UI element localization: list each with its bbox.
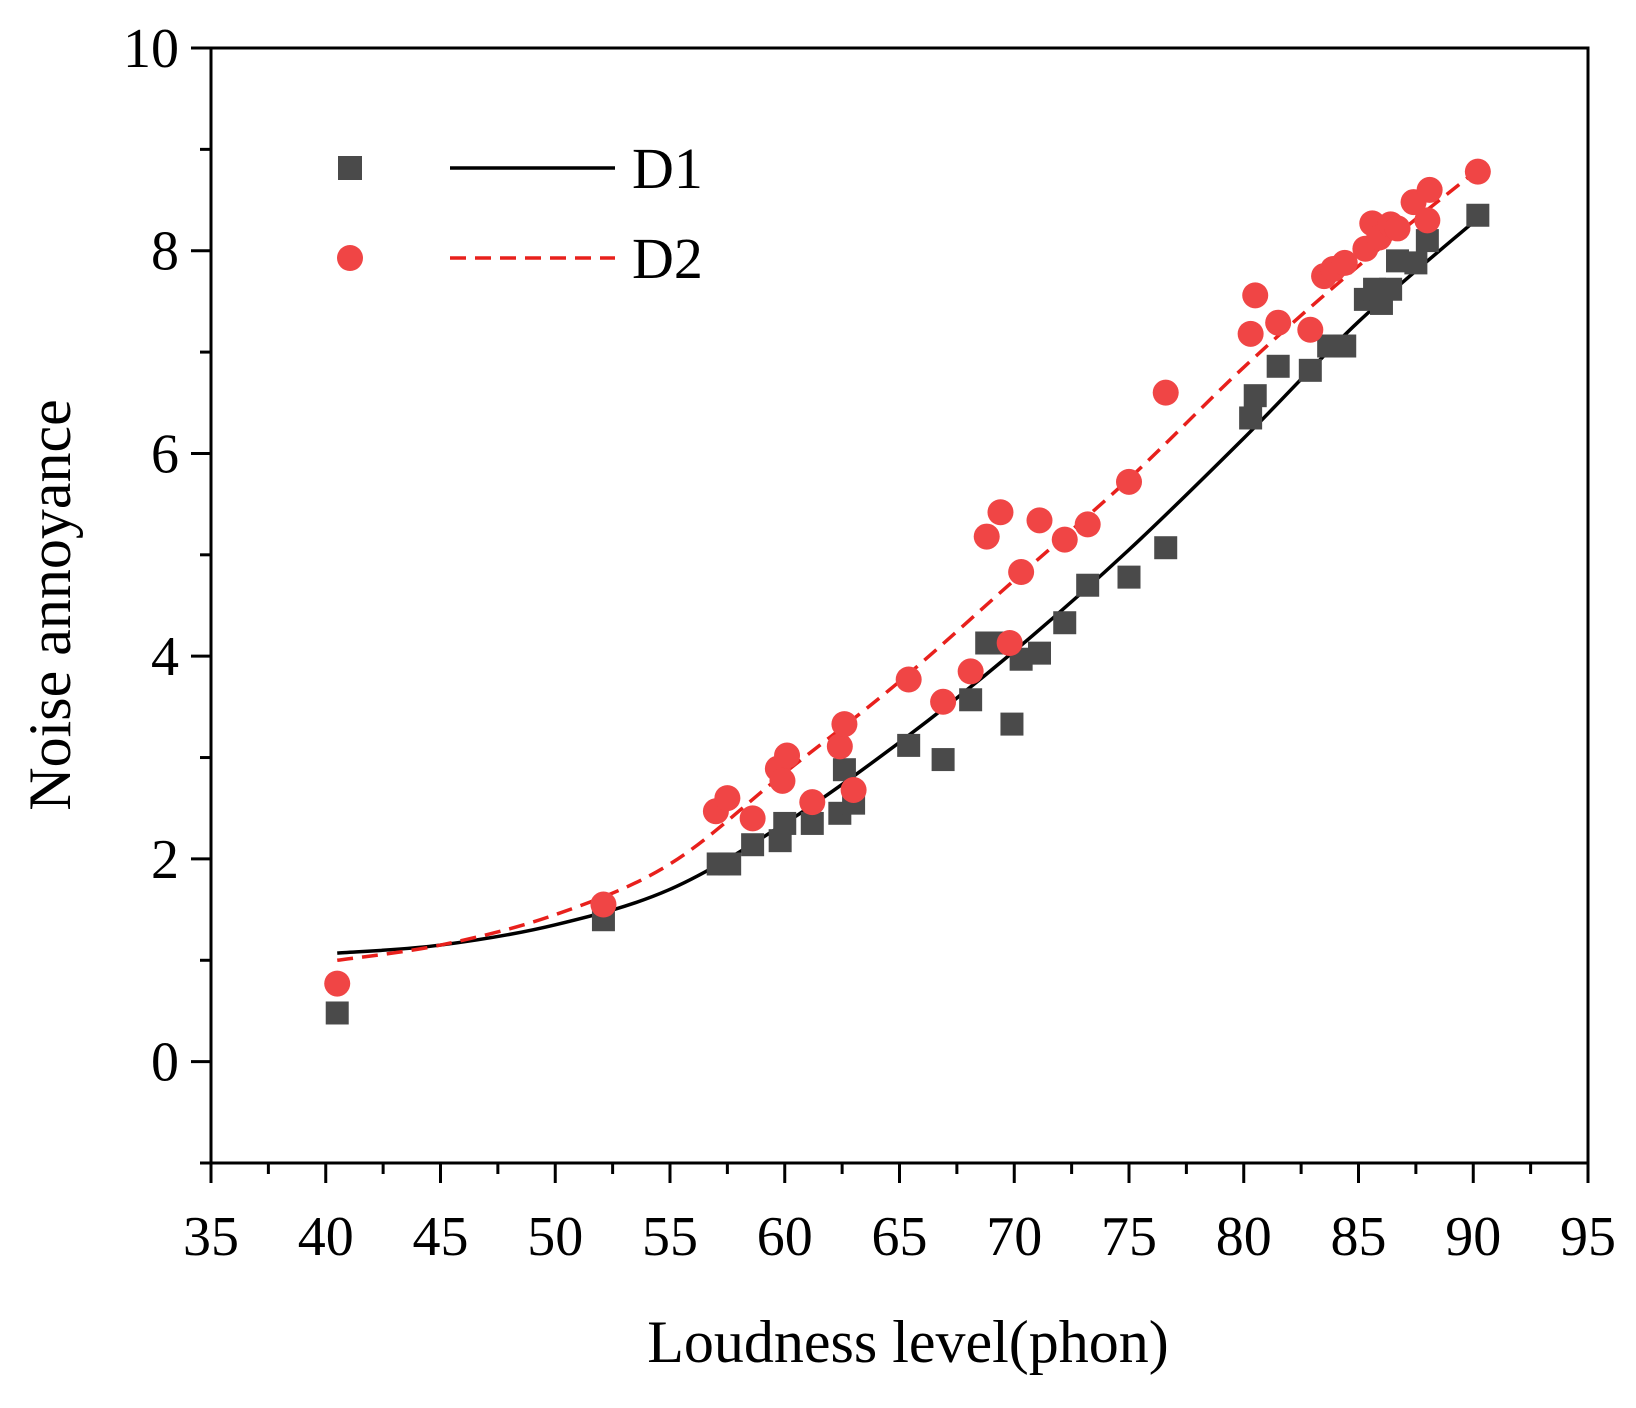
x-tick-label: 65 <box>872 1206 928 1268</box>
x-axis-title: Loudness level(phon) <box>647 1309 1169 1375</box>
data-point-d2 <box>957 658 984 685</box>
data-point-d2 <box>799 789 826 816</box>
data-point-d2 <box>590 891 617 918</box>
y-tick-label: 6 <box>151 423 179 485</box>
data-point-d1 <box>1379 277 1403 301</box>
data-point-d2 <box>1416 176 1443 203</box>
data-point-d1 <box>1117 565 1141 589</box>
data-point-d1 <box>1000 712 1024 736</box>
x-tick-label: 80 <box>1216 1206 1272 1268</box>
data-point-d1 <box>1298 358 1322 382</box>
plot-area <box>324 158 1491 1025</box>
data-point-d2 <box>895 666 922 693</box>
x-tick-label: 85 <box>1331 1206 1387 1268</box>
fit-line-d1 <box>337 216 1479 955</box>
data-point-d2 <box>840 776 867 803</box>
legend-label-d1: D1 <box>632 136 703 201</box>
data-point-d2 <box>1026 507 1053 534</box>
x-tick-label: 90 <box>1445 1206 1501 1268</box>
y-tick-label: 8 <box>151 221 179 283</box>
legend-marker-d2 <box>337 245 363 271</box>
y-tick-label: 0 <box>151 1032 179 1094</box>
y-tick-label: 2 <box>151 829 179 891</box>
data-point-d2 <box>1384 215 1411 242</box>
x-tick-label: 45 <box>413 1206 469 1268</box>
data-point-d1 <box>1333 334 1357 358</box>
data-point-d2 <box>1297 316 1324 343</box>
data-point-d1 <box>1076 573 1100 597</box>
data-point-d2 <box>1414 207 1441 234</box>
data-point-d1 <box>1415 229 1439 253</box>
data-point-d2 <box>1152 379 1179 406</box>
x-tick-label: 70 <box>986 1206 1042 1268</box>
data-point-d1 <box>959 688 983 712</box>
legend-marker-d1 <box>338 156 362 180</box>
data-point-d2 <box>1464 158 1491 185</box>
legend-label-d2: D2 <box>632 226 703 291</box>
data-point-d2 <box>1242 282 1269 309</box>
x-tick-label: 50 <box>527 1206 583 1268</box>
data-point-d1 <box>741 833 765 857</box>
data-point-d2 <box>324 970 351 997</box>
x-tick-label: 35 <box>183 1206 239 1268</box>
data-point-d1 <box>1154 536 1178 560</box>
data-point-d2 <box>1237 320 1264 347</box>
y-tick-label: 4 <box>151 626 179 688</box>
x-tick-label: 55 <box>642 1206 698 1268</box>
data-point-d1 <box>718 852 742 876</box>
data-point-d2 <box>1331 249 1358 276</box>
data-point-d2 <box>987 499 1014 526</box>
data-point-d1 <box>800 811 824 835</box>
data-point-d2 <box>774 742 801 769</box>
x-tick-label: 60 <box>757 1206 813 1268</box>
data-point-d1 <box>773 811 797 835</box>
data-point-d1 <box>1466 203 1490 227</box>
data-point-d1 <box>1404 251 1428 275</box>
data-point-d2 <box>1051 526 1078 553</box>
x-tick-label: 75 <box>1101 1206 1157 1268</box>
axes: 35 40 45 50 55 60 65 70 75 80 85 90 95 0 2 4 6 8 10 <box>123 18 1616 1268</box>
data-point-d2 <box>930 688 957 715</box>
data-point-d1 <box>1243 384 1267 408</box>
data-point-d1 <box>1053 611 1077 635</box>
data-point-d2 <box>996 630 1023 657</box>
x-tick-label: 40 <box>298 1206 354 1268</box>
data-point-d2 <box>1074 511 1101 538</box>
y-tick-label: 10 <box>123 18 179 80</box>
data-point-d2 <box>714 785 741 812</box>
data-point-d2 <box>769 767 796 794</box>
y-axis-title: Noise annoyance <box>17 399 83 811</box>
data-point-d1 <box>1027 641 1051 665</box>
fit-line-d2 <box>336 168 1479 963</box>
data-point-d1 <box>897 733 921 757</box>
data-point-d2 <box>1265 309 1292 336</box>
x-tick-label: 95 <box>1560 1206 1616 1268</box>
data-point-d1 <box>1239 406 1263 430</box>
data-point-d1 <box>325 1001 349 1025</box>
data-point-d2 <box>1008 559 1035 586</box>
data-point-d1 <box>1266 354 1290 378</box>
data-point-d2 <box>826 733 853 760</box>
data-point-d2 <box>973 523 1000 550</box>
data-point-d2 <box>739 805 766 832</box>
data-point-d1 <box>931 748 955 772</box>
data-point-d2 <box>1116 468 1142 495</box>
data-point-d2 <box>831 711 858 738</box>
data-point-d1 <box>832 758 856 782</box>
data-point-d1 <box>1386 249 1410 273</box>
